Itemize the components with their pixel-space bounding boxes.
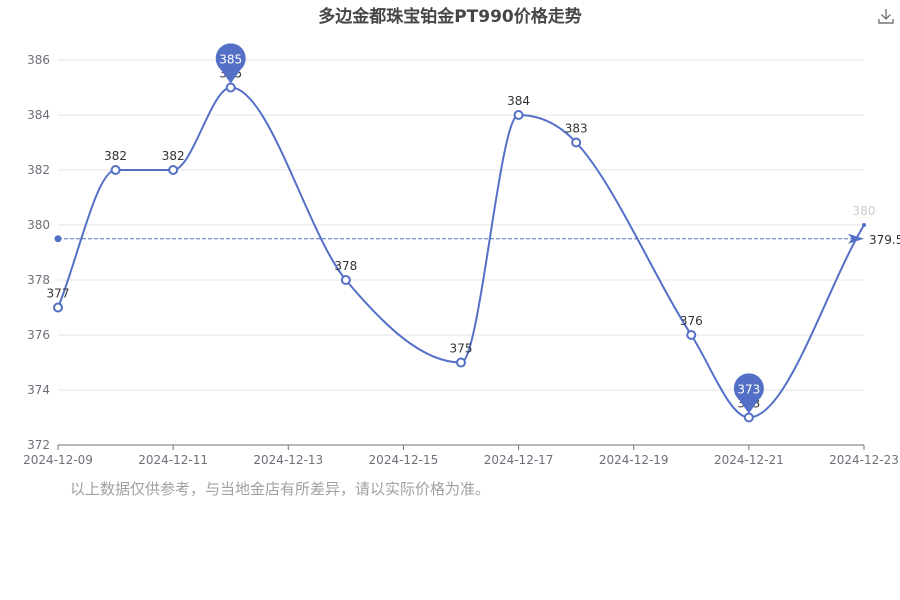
data-point: [686, 330, 697, 340]
data-label: 383: [565, 122, 588, 136]
data-label: 377: [47, 287, 70, 301]
chart-title: 多边金都珠宝铂金PT990价格走势: [318, 7, 582, 27]
data-point: [168, 165, 179, 175]
x-tick-label: 2024-12-19: [599, 453, 669, 467]
max-marker: 385: [215, 43, 246, 84]
max-marker-shape: [215, 43, 246, 84]
y-tick-label: 378: [27, 273, 50, 287]
data-label: 375: [450, 342, 473, 356]
disclaimer-text: 以上数据仅供参考，与当地金店有所差异，请以实际价格为准。: [70, 480, 491, 498]
x-tick-label: 2024-12-13: [253, 453, 323, 467]
average-line-start: [54, 235, 62, 243]
y-tick-label: 372: [27, 438, 50, 452]
data-point: [743, 412, 754, 423]
data-point: [456, 357, 466, 368]
data-point: [340, 275, 351, 285]
data-point: [225, 82, 236, 93]
download-icon[interactable]: [876, 6, 896, 26]
min-marker-shape: [733, 373, 764, 414]
x-tick-label: 2024-12-09: [23, 453, 93, 467]
x-tick-label: 2024-12-17: [484, 453, 554, 467]
data-point: [53, 302, 63, 313]
y-tick-label: 380: [27, 218, 50, 232]
average-line-arrow: [848, 233, 864, 244]
x-tick-label: 2024-12-21: [714, 453, 784, 467]
data-point: [513, 110, 524, 120]
max-marker-label: 385: [219, 53, 242, 67]
x-tick-label: 2024-12-15: [369, 453, 439, 467]
data-label: 376: [680, 314, 703, 328]
x-tick-label: 2024-12-23: [829, 453, 899, 467]
average-line-label: 379.5: [869, 233, 900, 247]
x-tick-label: 2024-12-11: [138, 453, 208, 467]
data-point: [862, 223, 866, 227]
y-tick-label: 386: [27, 53, 50, 67]
y-tick-label: 374: [27, 383, 50, 397]
y-tick-label: 382: [27, 163, 50, 177]
min-marker: 373: [733, 373, 764, 414]
min-marker-label: 373: [737, 383, 760, 397]
data-label: 382: [104, 149, 127, 163]
y-tick-label: 376: [27, 328, 50, 342]
data-point: [571, 137, 582, 148]
y-tick-label: 384: [27, 108, 50, 122]
data-label: 382: [162, 149, 185, 163]
data-point: [110, 165, 121, 175]
data-label: 378: [334, 259, 357, 273]
data-label: 384: [507, 94, 530, 108]
price-line: [57, 86, 865, 419]
data-label: 380: [853, 204, 876, 218]
